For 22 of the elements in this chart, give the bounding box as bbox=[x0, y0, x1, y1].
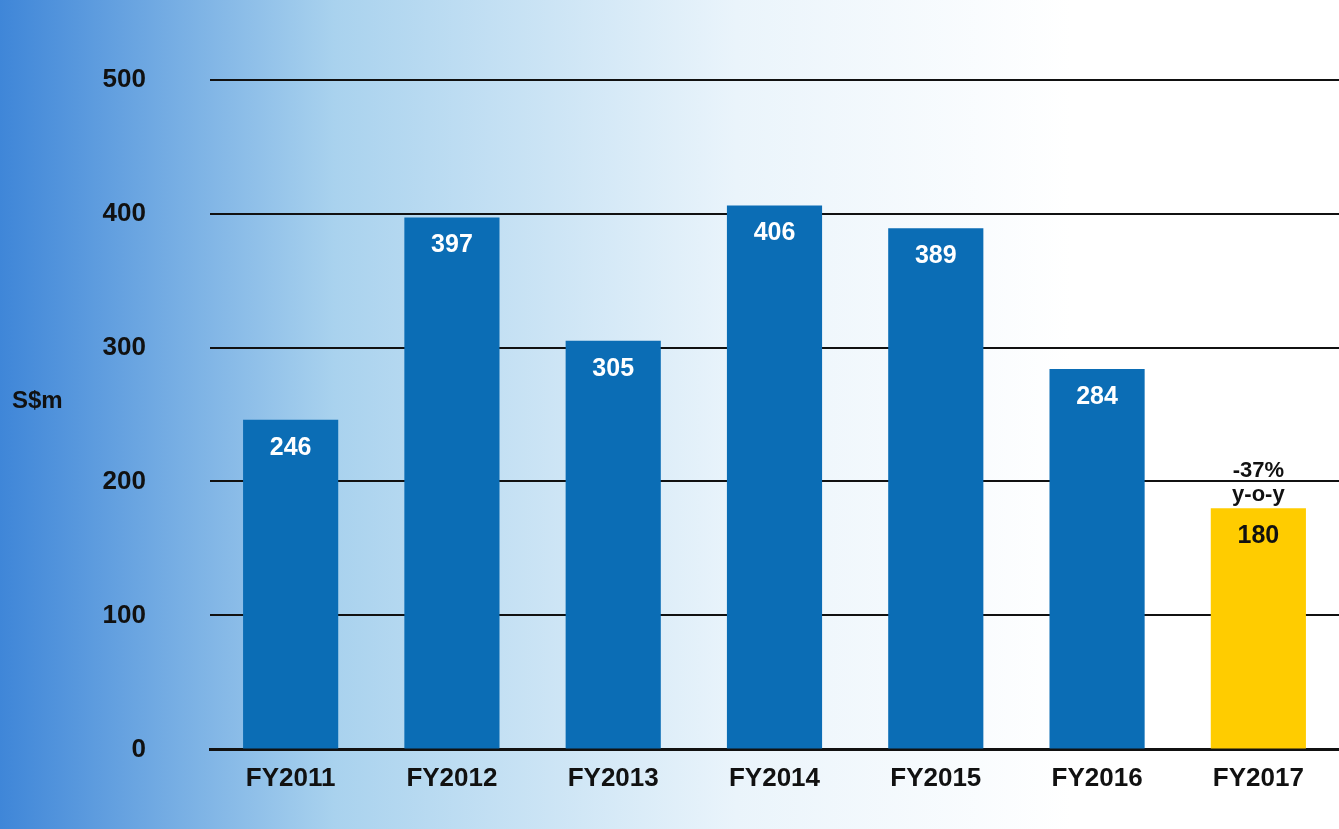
y-tick-label: 300 bbox=[102, 330, 146, 361]
y-axis-title: S$m bbox=[12, 386, 63, 414]
data-label: 406 bbox=[753, 217, 796, 246]
x-tick-label: FY2011 bbox=[245, 762, 336, 793]
annotation: -37% y-o-y bbox=[1232, 457, 1286, 507]
data-label: 246 bbox=[269, 431, 312, 460]
data-label: 180 bbox=[1237, 520, 1280, 549]
data-label: 305 bbox=[592, 352, 635, 381]
y-tick-label: 200 bbox=[102, 464, 146, 495]
y-tick-label: 100 bbox=[102, 598, 146, 629]
x-tick-label: FY2012 bbox=[406, 762, 498, 793]
data-label: 397 bbox=[431, 229, 473, 258]
y-tick-label: 400 bbox=[102, 196, 146, 227]
x-tick-label: FY2013 bbox=[567, 762, 659, 793]
y-tick-label: 500 bbox=[102, 62, 146, 93]
x-tick-label: FY2015 bbox=[890, 762, 982, 793]
x-tick-label: FY2017 bbox=[1212, 762, 1304, 793]
y-tick-label: 0 bbox=[131, 732, 146, 763]
data-label: 284 bbox=[1076, 380, 1119, 409]
x-tick-label: FY2014 bbox=[728, 762, 821, 793]
x-tick-label: FY2016 bbox=[1051, 762, 1143, 793]
data-label: 389 bbox=[914, 240, 957, 269]
